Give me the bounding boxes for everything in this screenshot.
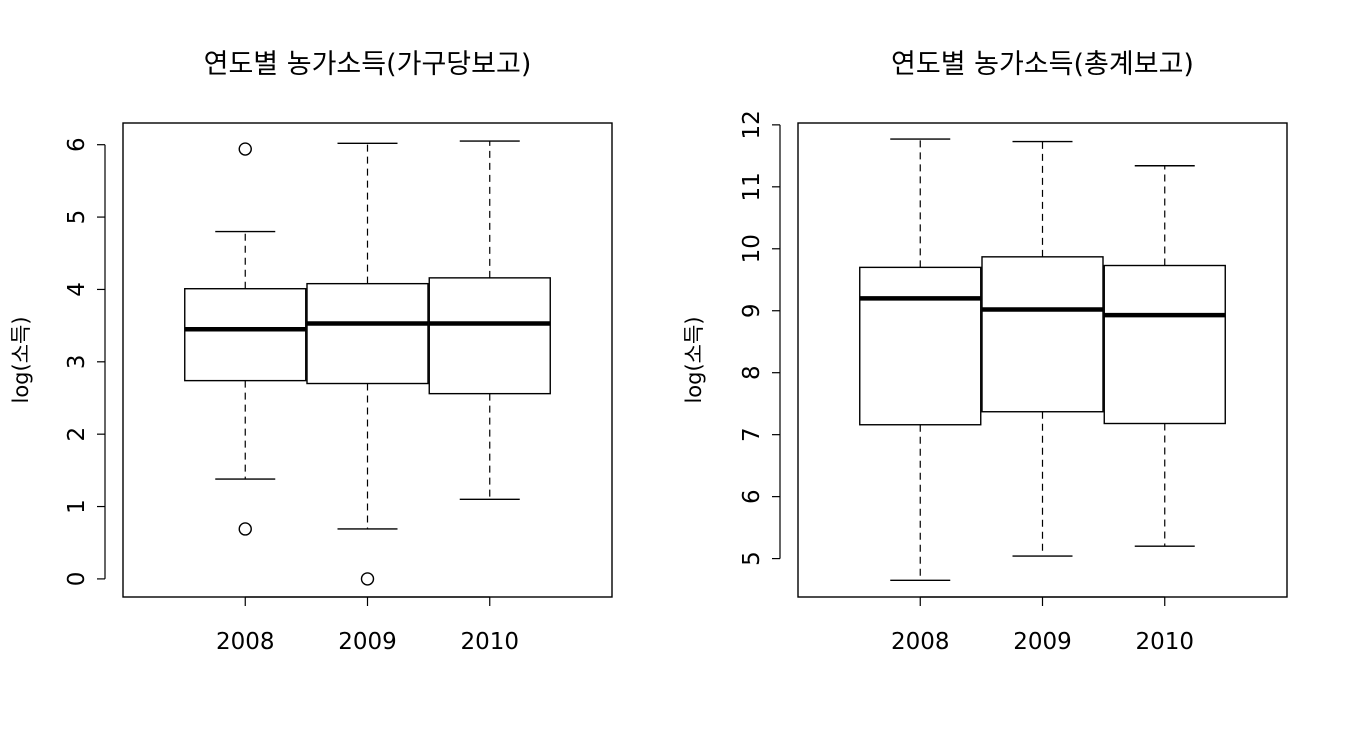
chart-1-box-2010 bbox=[428, 140, 551, 501]
outlier-point bbox=[360, 572, 375, 586]
chart-1-y-tick-label: 6 bbox=[64, 137, 90, 152]
chart-2-y-tick-label: 11 bbox=[739, 172, 765, 201]
iqr-box bbox=[306, 282, 429, 385]
iqr-box bbox=[184, 288, 307, 382]
chart-1-x-tick-label: 2010 bbox=[460, 629, 519, 655]
chart-2-title: 연도별 농가소득(총계보고) bbox=[891, 49, 1194, 80]
iqr-box bbox=[428, 277, 551, 395]
chart-2-y-tick-label: 8 bbox=[739, 365, 765, 380]
chart-2-x-tick-label: 2010 bbox=[1135, 629, 1194, 655]
chart-2-y-tick-label: 12 bbox=[739, 110, 765, 139]
chart-1-title: 연도별 농가소득(가구당보고) bbox=[204, 49, 532, 80]
chart-1-y-tick-label: 3 bbox=[64, 354, 90, 369]
chart-1-x-tick-label: 2009 bbox=[338, 629, 397, 655]
chart-2-box-2008 bbox=[859, 138, 982, 581]
chart-1-box-2009 bbox=[306, 142, 429, 586]
chart-1-y-tick-label: 4 bbox=[64, 282, 90, 297]
outlier-point bbox=[238, 142, 252, 156]
chart-1-y-tick-label: 5 bbox=[64, 210, 90, 225]
chart-1: 연도별 농가소득(가구당보고) log(소득) 0 1 2 3 4 5 6 2008 2009 201… bbox=[9, 49, 613, 655]
chart-2-ylabel: log(소득) bbox=[682, 316, 706, 403]
chart-2-y-tick-label: 6 bbox=[739, 489, 765, 504]
chart-2-box-2010 bbox=[1103, 165, 1226, 547]
chart-1-y-tick-label: 0 bbox=[64, 572, 90, 587]
chart-2-y-tick-label: 10 bbox=[739, 234, 765, 263]
chart-2-y-tick-label: 7 bbox=[739, 427, 765, 442]
chart-2-x-tick-label: 2008 bbox=[891, 629, 950, 655]
chart-1-x-tick-label: 2008 bbox=[216, 629, 275, 655]
iqr-box bbox=[981, 256, 1104, 413]
chart-2: 연도별 농가소득(총계보고) log(소득) 5 6 7 8 9 10 11 12 2008 2009… bbox=[682, 49, 1288, 655]
outlier-point bbox=[238, 522, 252, 536]
chart-2-box-2009 bbox=[981, 140, 1104, 557]
chart-2-x-tick-label: 2009 bbox=[1013, 629, 1072, 655]
chart-1-y-tick-label: 1 bbox=[64, 499, 90, 514]
chart-1-ylabel: log(소득) bbox=[9, 316, 33, 403]
chart-1-box-2008 bbox=[184, 142, 307, 536]
iqr-box bbox=[1103, 264, 1226, 425]
chart-1-y-tick-label: 2 bbox=[64, 427, 90, 442]
chart-2-y-tick-label: 5 bbox=[739, 551, 765, 566]
chart-2-y-tick-label: 9 bbox=[739, 303, 765, 318]
iqr-box bbox=[859, 266, 982, 426]
